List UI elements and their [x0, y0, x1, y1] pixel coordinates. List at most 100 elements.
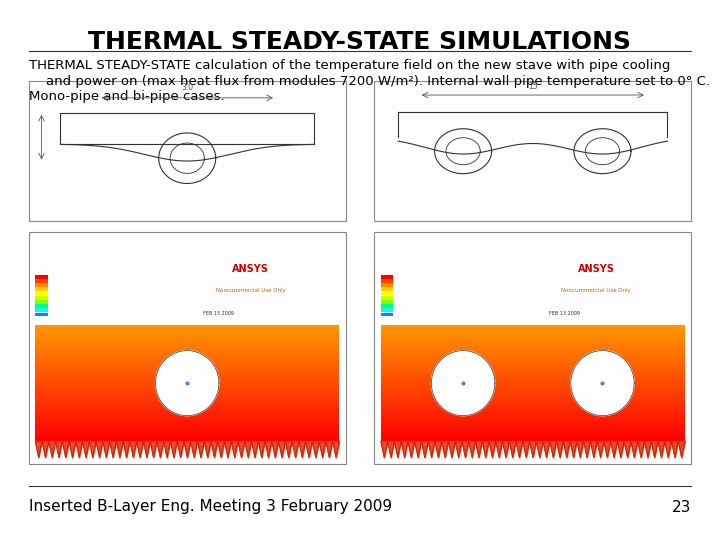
Bar: [381, 292, 393, 295]
Bar: [35, 380, 339, 383]
Bar: [35, 308, 48, 312]
Bar: [381, 438, 685, 441]
Bar: [381, 351, 685, 354]
Bar: [381, 275, 393, 279]
Text: THERMAL STEADY-STATE calculation of the temperature field on the new stave with : THERMAL STEADY-STATE calculation of the …: [29, 59, 670, 72]
Bar: [381, 406, 685, 409]
Bar: [35, 415, 339, 418]
Text: FEB 13 2009: FEB 13 2009: [203, 311, 234, 316]
Bar: [381, 401, 685, 403]
Bar: [381, 415, 685, 418]
Bar: [35, 348, 339, 351]
Bar: [381, 328, 685, 331]
Bar: [35, 340, 339, 342]
Text: THERMAL STEADY-STATE SIMULATIONS: THERMAL STEADY-STATE SIMULATIONS: [89, 30, 631, 53]
Polygon shape: [156, 350, 219, 416]
Bar: [35, 401, 339, 403]
Bar: [35, 346, 339, 348]
Polygon shape: [431, 350, 495, 416]
Bar: [35, 351, 339, 354]
Bar: [35, 300, 48, 303]
Bar: [381, 427, 685, 430]
Bar: [381, 366, 685, 369]
Bar: [381, 357, 685, 360]
Bar: [381, 377, 685, 380]
Bar: [381, 354, 685, 357]
Text: and power on (max heat flux from modules 7200 W/m²). Internal wall pipe temperat: and power on (max heat flux from modules…: [29, 75, 710, 87]
Polygon shape: [571, 350, 634, 416]
Bar: [35, 360, 339, 363]
Bar: [381, 296, 393, 300]
Bar: [35, 421, 339, 424]
Bar: [35, 313, 48, 316]
Bar: [35, 363, 339, 366]
Bar: [35, 304, 48, 308]
Bar: [381, 348, 685, 351]
Bar: [381, 372, 685, 374]
Text: 15: 15: [528, 82, 538, 91]
Bar: [381, 334, 685, 337]
Bar: [35, 292, 48, 295]
Bar: [381, 409, 685, 412]
Text: 3.0: 3.0: [181, 83, 193, 92]
Bar: [381, 412, 685, 415]
Bar: [35, 342, 339, 346]
Bar: [35, 392, 339, 395]
Bar: [381, 418, 685, 421]
Bar: [381, 374, 685, 377]
Bar: [35, 403, 339, 406]
Bar: [35, 433, 339, 435]
Bar: [381, 363, 685, 366]
Bar: [381, 342, 685, 346]
Bar: [381, 395, 685, 397]
Bar: [35, 275, 48, 279]
Bar: [35, 337, 339, 340]
Bar: [381, 435, 685, 438]
Text: Noncummercial Use Only: Noncummercial Use Only: [216, 288, 285, 293]
Text: Mono-pipe and bi-pipe cases.: Mono-pipe and bi-pipe cases.: [29, 90, 225, 103]
Bar: [35, 366, 339, 369]
Bar: [35, 438, 339, 441]
Bar: [381, 369, 685, 372]
Text: Inserted B-Layer Eng. Meeting 3 February 2009: Inserted B-Layer Eng. Meeting 3 February…: [29, 500, 392, 515]
Bar: [381, 430, 685, 433]
Bar: [35, 284, 48, 287]
Bar: [381, 346, 685, 348]
Bar: [381, 397, 685, 401]
Bar: [35, 386, 339, 389]
Bar: [35, 325, 339, 328]
Bar: [381, 325, 685, 328]
Text: FEB 13 2009: FEB 13 2009: [549, 311, 580, 316]
Bar: [381, 360, 685, 363]
Bar: [35, 369, 339, 372]
Bar: [35, 328, 339, 331]
Text: ANSYS: ANSYS: [232, 264, 269, 274]
Bar: [35, 435, 339, 438]
Bar: [35, 409, 339, 412]
Bar: [381, 380, 685, 383]
Bar: [381, 340, 685, 342]
FancyBboxPatch shape: [374, 81, 691, 221]
Bar: [381, 304, 393, 308]
Bar: [35, 412, 339, 415]
Bar: [381, 300, 393, 303]
Bar: [35, 389, 339, 392]
Text: 23: 23: [672, 500, 691, 515]
Bar: [381, 433, 685, 435]
Bar: [381, 403, 685, 406]
Bar: [381, 331, 685, 334]
Bar: [381, 313, 393, 316]
FancyBboxPatch shape: [374, 232, 691, 464]
Bar: [35, 430, 339, 433]
Bar: [35, 377, 339, 380]
Bar: [35, 427, 339, 430]
Bar: [35, 357, 339, 360]
FancyBboxPatch shape: [29, 81, 346, 221]
Text: Noncummercial Use Only: Noncummercial Use Only: [562, 288, 631, 293]
Bar: [381, 308, 393, 312]
Bar: [35, 372, 339, 374]
Bar: [35, 354, 339, 357]
Bar: [35, 279, 48, 283]
Bar: [381, 284, 393, 287]
Bar: [381, 337, 685, 340]
